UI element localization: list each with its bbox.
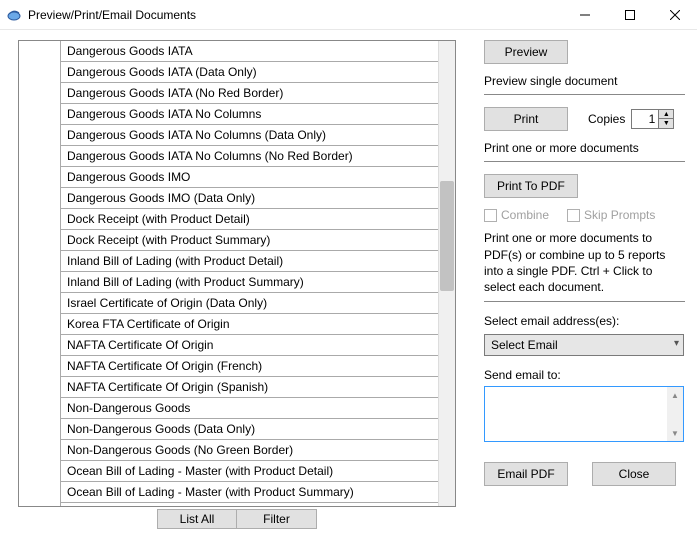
window-controls [562,0,697,30]
preview-button[interactable]: Preview [484,40,568,64]
list-scrollbar[interactable] [438,41,455,506]
spin-up-icon[interactable]: ▲ [659,110,673,119]
list-item[interactable]: Korea FTA Certificate of Origin [61,314,438,335]
skip-prompts-label: Skip Prompts [584,208,655,222]
list-item[interactable]: Dock Receipt (with Product Detail) [61,209,438,230]
list-item[interactable]: Dock Receipt (with Product Summary) [61,230,438,251]
right-panel: Preview Preview single document Print Co… [456,40,685,529]
titlebar: Preview/Print/Email Documents [0,0,697,30]
select-email-label: Select email address(es): [484,314,685,328]
spin-down-icon[interactable]: ▼ [659,119,673,128]
combine-label: Combine [501,208,549,222]
list-item[interactable]: NAFTA Certificate Of Origin (Spanish) [61,377,438,398]
list-item[interactable]: Dangerous Goods IMO [61,167,438,188]
list-item[interactable]: Non-Dangerous Goods (No Green Border) [61,440,438,461]
email-pdf-button[interactable]: Email PDF [484,462,568,486]
app-icon [6,7,22,23]
chevron-down-icon: ▾ [674,338,679,349]
copies-spinner[interactable]: ▲ ▼ [659,109,674,129]
content-area: Dangerous Goods IATADangerous Goods IATA… [0,30,697,537]
bottom-button-row: Email PDF Close [484,462,685,486]
email-select[interactable]: Select Email ▾ [484,334,684,356]
list-item[interactable]: Non-Dangerous Goods [61,398,438,419]
combine-checkbox: Combine [484,208,549,222]
pdf-options-row: Combine Skip Prompts [484,208,685,222]
skip-prompts-checkbox: Skip Prompts [567,208,655,222]
left-panel: Dangerous Goods IATADangerous Goods IATA… [18,40,456,529]
print-to-pdf-button[interactable]: Print To PDF [484,174,578,198]
divider [484,161,685,162]
list-item[interactable]: NAFTA Certificate Of Origin [61,335,438,356]
list-all-button[interactable]: List All [157,509,237,529]
maximize-button[interactable] [607,0,652,30]
scroll-up-icon[interactable]: ▲ [667,387,683,403]
textarea-scrollbar[interactable]: ▲ ▼ [667,387,683,441]
divider [484,94,685,95]
scroll-down-icon[interactable]: ▼ [667,425,683,441]
copies-label: Copies [588,112,625,126]
print-description: Print one or more documents [484,141,685,155]
preview-description: Preview single document [484,74,685,88]
pdf-help-text: Print one or more documents to PDF(s) or… [484,230,685,295]
list-gutter [19,41,61,506]
minimize-button[interactable] [562,0,607,30]
list-item[interactable]: Ocean Bill of Lading - Master (with Prod… [61,482,438,503]
copies-input[interactable] [631,109,659,129]
list-item[interactable]: Dangerous Goods IATA No Columns (Data On… [61,125,438,146]
list-item[interactable]: Dangerous Goods IATA No Columns (No Red … [61,146,438,167]
divider [484,301,685,302]
list-item[interactable]: Dangerous Goods IATA [61,41,438,62]
document-list[interactable]: Dangerous Goods IATADangerous Goods IATA… [18,40,456,507]
list-item[interactable]: NAFTA Certificate Of Origin (French) [61,356,438,377]
list-item[interactable]: Ocean Bill of Lading - Master (with Prod… [61,461,438,482]
email-textarea[interactable]: ▲ ▼ [484,386,684,442]
print-button[interactable]: Print [484,107,568,131]
list-button-row: List All Filter [18,509,456,529]
close-dialog-button[interactable]: Close [592,462,676,486]
list-item[interactable]: Inland Bill of Lading (with Product Deta… [61,251,438,272]
scrollbar-thumb[interactable] [440,181,454,291]
list-item[interactable]: Dangerous Goods IMO (Data Only) [61,188,438,209]
list-item[interactable]: Dangerous Goods IATA No Columns [61,104,438,125]
list-item[interactable]: Inland Bill of Lading (with Product Summ… [61,272,438,293]
send-email-label: Send email to: [484,368,685,382]
list-item[interactable]: Non-Dangerous Goods (Data Only) [61,419,438,440]
list-item[interactable]: Israel Certificate of Origin (Data Only) [61,293,438,314]
list-item[interactable]: Dangerous Goods IATA (Data Only) [61,62,438,83]
filter-button[interactable]: Filter [237,509,317,529]
close-button[interactable] [652,0,697,30]
list-item[interactable]: Dangerous Goods IATA (No Red Border) [61,83,438,104]
email-select-value: Select Email [491,338,558,352]
window-title: Preview/Print/Email Documents [28,8,562,22]
list-body: Dangerous Goods IATADangerous Goods IATA… [61,41,438,506]
